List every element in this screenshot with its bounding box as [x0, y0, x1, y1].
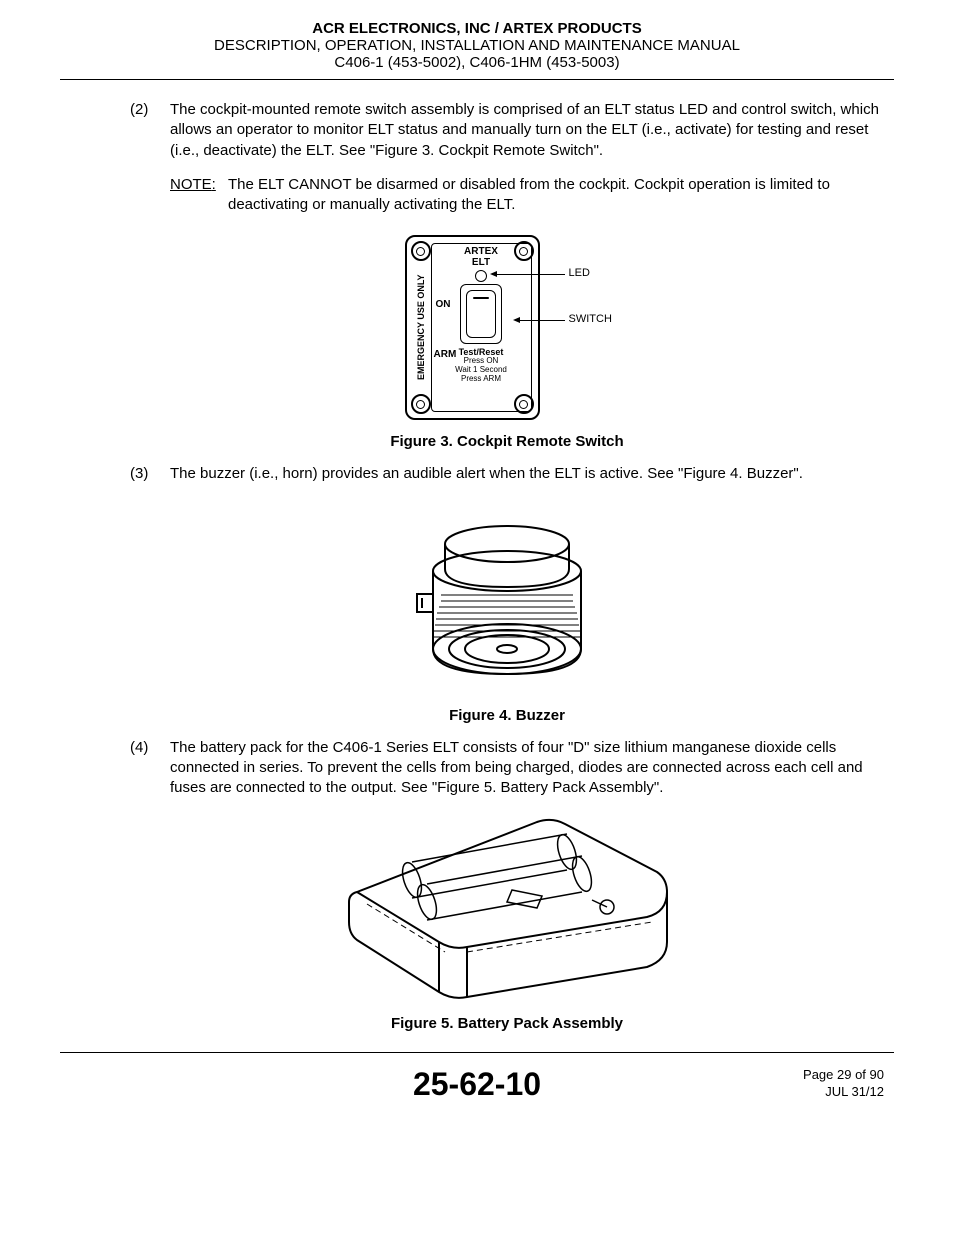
note-label: NOTE: [170, 175, 228, 216]
callout-line [497, 274, 565, 275]
figure-5: Figure 5. Battery Pack Assembly [130, 812, 884, 1032]
rocker-switch-icon [460, 284, 502, 344]
item-number: (2) [130, 100, 170, 221]
page-header: ACR ELECTRONICS, INC / ARTEX PRODUCTS DE… [60, 20, 894, 71]
header-models: C406-1 (453-5002), C406-1HM (453-5003) [60, 54, 894, 71]
list-item: (2) The cockpit-mounted remote switch as… [130, 100, 884, 221]
header-divider [60, 79, 894, 80]
item-body: The cockpit-mounted remote switch assemb… [170, 100, 884, 221]
content-area: (2) The cockpit-mounted remote switch as… [60, 100, 894, 1032]
page-footer: 25-62-10 Page 29 of 90 JUL 31/12 [60, 1059, 894, 1109]
note-block: NOTE: The ELT CANNOT be disarmed or disa… [170, 175, 884, 216]
page-metadata: Page 29 of 90 JUL 31/12 [803, 1067, 884, 1100]
note-text: The ELT CANNOT be disarmed or disabled f… [228, 175, 884, 216]
cockpit-switch-diagram: EMERGENCY USE ONLY ARTEX ELT ON ARM Test… [405, 235, 540, 420]
arm-label: ARM [434, 349, 457, 360]
item-text: The buzzer (i.e., horn) provides an audi… [170, 465, 803, 482]
switch-panel: ARTEX ELT ON ARM Test/Reset Press ON Wai… [431, 243, 532, 412]
item-body: The buzzer (i.e., horn) provides an audi… [170, 464, 884, 484]
press-arm-label: Press ARM [432, 375, 531, 384]
arrow-icon [513, 317, 520, 323]
callout-line [520, 320, 565, 321]
list-item: (3) The buzzer (i.e., horn) provides an … [130, 464, 884, 484]
header-subtitle: DESCRIPTION, OPERATION, INSTALLATION AND… [60, 37, 894, 54]
footer-divider [60, 1052, 894, 1053]
buzzer-diagram [407, 499, 607, 694]
item-text: The battery pack for the C406-1 Series E… [170, 739, 863, 797]
arrow-icon [490, 271, 497, 277]
document-page: ACR ELECTRONICS, INC / ARTEX PRODUCTS DE… [0, 0, 954, 1129]
list-item: (4) The battery pack for the C406-1 Seri… [130, 738, 884, 799]
page-number: Page 29 of 90 [803, 1067, 884, 1083]
figure-3: EMERGENCY USE ONLY ARTEX ELT ON ARM Test… [130, 235, 884, 450]
switch-callout: SWITCH [569, 313, 612, 325]
elt-label: ELT [432, 257, 531, 268]
figure-caption: Figure 5. Battery Pack Assembly [130, 1015, 884, 1032]
item-text: The cockpit-mounted remote switch assemb… [170, 101, 879, 159]
brand-label: ARTEX [432, 246, 531, 257]
item-number: (3) [130, 464, 170, 484]
led-icon [475, 270, 487, 282]
header-title: ACR ELECTRONICS, INC / ARTEX PRODUCTS [60, 20, 894, 37]
figure-caption: Figure 3. Cockpit Remote Switch [130, 433, 884, 450]
battery-pack-diagram [337, 812, 677, 1002]
item-body: The battery pack for the C406-1 Series E… [170, 738, 884, 799]
page-date: JUL 31/12 [803, 1084, 884, 1100]
document-code: 25-62-10 [413, 1066, 541, 1103]
side-label: EMERGENCY USE ONLY [413, 237, 429, 418]
item-number: (4) [130, 738, 170, 799]
on-label: ON [436, 299, 451, 310]
led-callout: LED [569, 267, 590, 279]
figure-caption: Figure 4. Buzzer [130, 707, 884, 724]
figure-4: Figure 4. Buzzer [130, 499, 884, 724]
